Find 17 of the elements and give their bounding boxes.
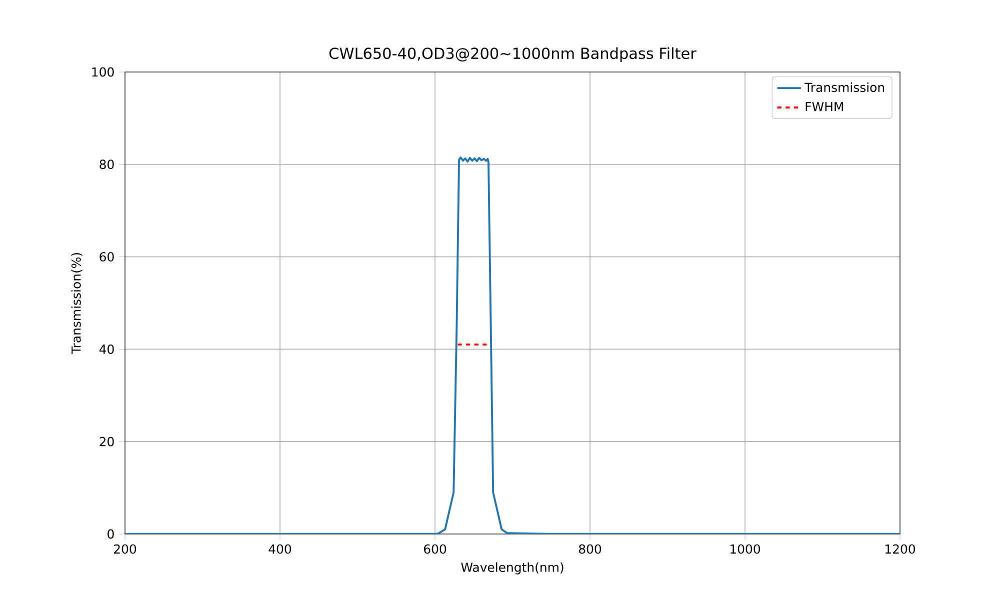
- x-tick-label: 600: [424, 544, 446, 554]
- y-tick-label: 100: [92, 67, 114, 77]
- x-tick-label: 800: [578, 544, 602, 554]
- y-tick-label: 80: [100, 160, 114, 170]
- x-axis-title: Wavelength(nm): [461, 562, 564, 574]
- x-tick-label: 1200: [886, 544, 916, 554]
- x-tick-label: 1000: [730, 544, 760, 554]
- chart-title: CWL650-40,OD3@200~1000nm Bandpass Filter: [329, 47, 696, 62]
- y-tick-label: 0: [108, 529, 114, 539]
- y-tick-label: 20: [100, 436, 114, 446]
- y-tick-label: 60: [100, 252, 114, 262]
- legend-label: Transmission: [804, 82, 884, 92]
- x-tick-label: 200: [114, 544, 136, 554]
- y-axis-title: Transmission(%): [71, 253, 82, 354]
- x-tick-label: 400: [268, 544, 292, 554]
- legend-label: FWHM: [806, 102, 843, 112]
- y-tick-label: 40: [99, 344, 114, 354]
